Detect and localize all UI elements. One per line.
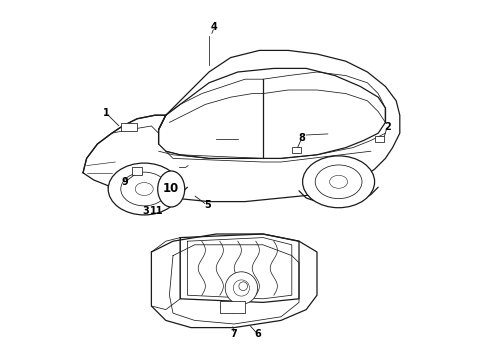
Bar: [220, 301, 245, 313]
Bar: [292, 147, 301, 153]
Text: 11: 11: [150, 206, 164, 216]
Ellipse shape: [108, 163, 180, 215]
Bar: [132, 167, 142, 175]
Ellipse shape: [121, 172, 168, 206]
Ellipse shape: [315, 165, 362, 199]
Text: 6: 6: [254, 329, 261, 339]
Text: 1: 1: [103, 108, 110, 118]
Text: 5: 5: [204, 200, 211, 210]
Text: 10: 10: [163, 183, 179, 195]
Text: 7: 7: [231, 329, 238, 339]
Circle shape: [225, 272, 258, 304]
Ellipse shape: [303, 156, 374, 208]
Text: 8: 8: [298, 133, 305, 143]
Ellipse shape: [135, 183, 153, 195]
Ellipse shape: [158, 171, 185, 207]
Text: 4: 4: [211, 22, 218, 32]
Text: 9: 9: [122, 177, 128, 187]
Text: 2: 2: [384, 122, 391, 132]
Circle shape: [239, 282, 247, 291]
Bar: [121, 123, 137, 131]
Bar: [374, 136, 384, 142]
Circle shape: [233, 280, 249, 296]
Text: 3: 3: [143, 206, 149, 216]
Ellipse shape: [330, 175, 347, 188]
